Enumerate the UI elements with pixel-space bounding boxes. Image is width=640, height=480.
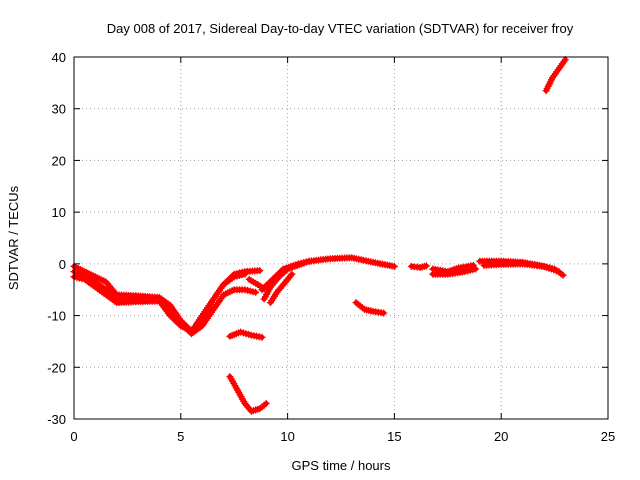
plus-markers xyxy=(408,262,430,271)
series-arc-11 xyxy=(352,299,388,317)
data-series xyxy=(70,56,569,415)
y-tick-label: 30 xyxy=(52,102,66,117)
x-tick-label: 15 xyxy=(387,429,401,444)
plus-markers xyxy=(267,270,296,307)
y-axis-label: SDTVAR / TECUs xyxy=(6,185,21,290)
plus-markers xyxy=(429,265,480,278)
series-arc-8 xyxy=(258,257,313,294)
series-arc-6 xyxy=(226,373,270,415)
axis-ticks: 0 5 10 15 20 25 -30 -20 -10 0 10 20 30 40 xyxy=(47,50,615,444)
series-arc-3 xyxy=(70,273,195,335)
plot-frame xyxy=(73,56,609,420)
y-tick-label: 0 xyxy=(59,257,66,272)
series-arc-17 xyxy=(542,56,569,95)
series-arc-7 xyxy=(260,254,398,303)
plus-markers xyxy=(352,299,388,317)
y-tick-label: 40 xyxy=(52,50,66,65)
plus-markers xyxy=(245,275,268,293)
x-tick-label: 5 xyxy=(177,429,184,444)
y-tick-label: -10 xyxy=(47,309,66,324)
x-tick-label: 20 xyxy=(494,429,508,444)
y-tick-label: 10 xyxy=(52,205,66,220)
plus-markers xyxy=(226,373,270,415)
y-tick-label: 20 xyxy=(52,153,66,168)
plus-markers xyxy=(70,273,195,335)
plus-markers xyxy=(260,254,398,303)
plus-markers xyxy=(542,56,569,95)
y-tick-label: -20 xyxy=(47,360,66,375)
x-tick-label: 25 xyxy=(601,429,615,444)
series-arc-5 xyxy=(226,328,266,341)
chart-title: Day 008 of 2017, Sidereal Day-to-day VTE… xyxy=(107,21,574,36)
series-arc-16 xyxy=(480,260,563,276)
plus-markers xyxy=(480,260,563,276)
plus-markers xyxy=(190,270,249,332)
series-arc-9 xyxy=(267,270,296,307)
series-arc-4 xyxy=(190,270,249,332)
grid-lines xyxy=(74,57,608,419)
plus-markers xyxy=(258,257,313,294)
x-tick-label: 0 xyxy=(70,429,77,444)
y-tick-label: -30 xyxy=(47,412,66,427)
series-arc-14 xyxy=(429,265,480,278)
series-arc-10 xyxy=(245,275,268,293)
series-arc-12 xyxy=(408,262,430,271)
x-axis-label: GPS time / hours xyxy=(292,458,391,473)
plus-markers xyxy=(226,328,266,341)
x-tick-label: 10 xyxy=(280,429,294,444)
